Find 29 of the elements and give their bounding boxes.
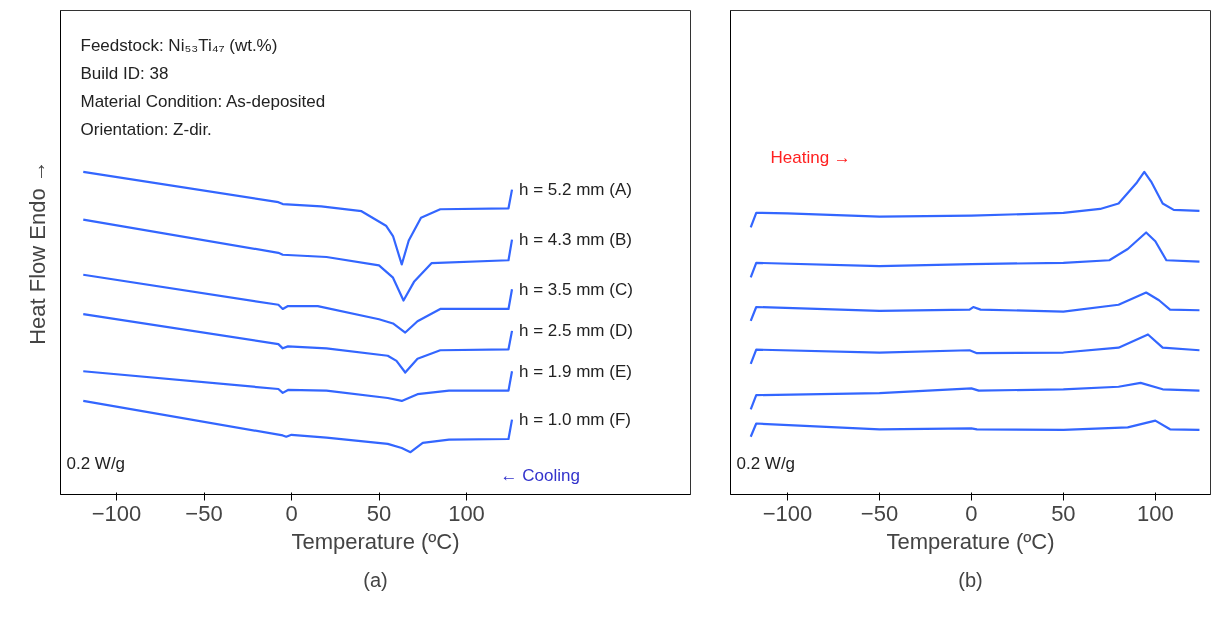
text: (b) (958, 568, 983, 591)
y-axis-title: Heat Flow Endo → (24, 160, 50, 345)
series-label: h = 3.5 mm (C) (519, 279, 633, 299)
annotation: 0.2 W/g (736, 453, 796, 473)
text: Build ID: 38 (80, 63, 169, 83)
annotation: ← Cooling (500, 465, 580, 485)
x-tick-label: 100 (1136, 500, 1174, 526)
x-tick-label: 100 (448, 500, 485, 526)
text: Material Condition: As-deposited (80, 91, 326, 111)
annotation: 0.2 W/g (66, 453, 126, 473)
series-label: h = 1.9 mm (E) (519, 361, 632, 381)
series-label: h = 1.0 mm (F) (519, 410, 631, 430)
x-tick-label: −50 (860, 500, 899, 526)
text: Orientation: Z-dir. (80, 119, 212, 139)
x-tick-label: 0 (285, 500, 298, 526)
series-label: h = 5.2 mm (A) (519, 180, 632, 200)
x-tick-label: −100 (91, 500, 142, 526)
series-label: h = 4.3 mm (B) (519, 230, 632, 250)
text: (a) (363, 568, 388, 591)
text: Heating → (770, 147, 851, 167)
x-tick-label: 50 (366, 500, 392, 526)
x-tick-label: 50 (1051, 500, 1076, 526)
text: Feedstock: Ni₅₃Ti₄₇ (wt.%) (80, 35, 278, 55)
x-tick-label: 0 (965, 500, 978, 526)
series-label: h = 2.5 mm (D) (519, 321, 633, 341)
x-axis-title: Temperature (ºC) (886, 528, 1055, 554)
x-axis-title: Temperature (ºC) (291, 528, 460, 554)
x-tick-label: −50 (185, 500, 223, 526)
x-tick-label: −100 (762, 500, 813, 526)
